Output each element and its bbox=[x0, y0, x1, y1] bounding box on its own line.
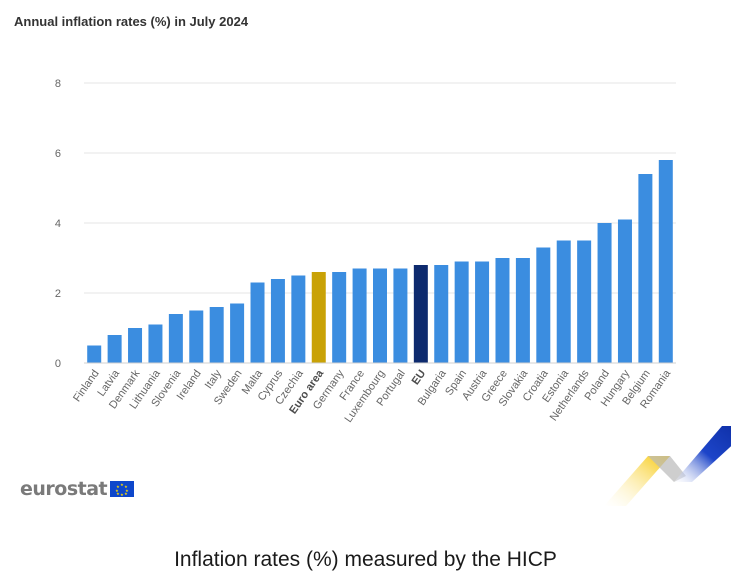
bar-malta[interactable] bbox=[250, 282, 265, 364]
chart-title: Annual inflation rates (%) in July 2024 bbox=[14, 14, 249, 29]
decorative-ribbon-icon bbox=[604, 426, 731, 506]
bar-denmark[interactable] bbox=[128, 328, 143, 363]
y-axis-ticks: 0 2 4 6 8 bbox=[55, 78, 61, 370]
bar-greece[interactable] bbox=[495, 258, 510, 363]
bar-portugal[interactable] bbox=[393, 268, 408, 364]
y-tick-label: 2 bbox=[55, 288, 61, 300]
bar-romania[interactable] bbox=[658, 160, 673, 363]
bar-germany[interactable] bbox=[332, 272, 347, 363]
bar-latvia[interactable] bbox=[107, 335, 122, 363]
bar-cyprus[interactable] bbox=[270, 279, 285, 363]
bar-sweden[interactable] bbox=[230, 303, 245, 364]
x-axis-labels: FinlandLatviaDenmarkLithuaniaSloveniaIre… bbox=[71, 367, 674, 425]
logo-text: eurostat bbox=[20, 478, 108, 500]
bar-lithuania[interactable] bbox=[148, 324, 163, 364]
eurostat-logo: eurostat ★ ★ ★ ★ ★ ★ ★ ★ bbox=[20, 478, 135, 500]
bar-france[interactable] bbox=[352, 268, 367, 364]
bar-finland[interactable] bbox=[87, 345, 102, 364]
eu-flag-icon: ★ ★ ★ ★ ★ ★ ★ ★ bbox=[110, 481, 135, 497]
bar-austria[interactable] bbox=[475, 261, 490, 364]
y-tick-label: 0 bbox=[55, 358, 61, 370]
bar-czechia[interactable] bbox=[291, 275, 306, 364]
bar-belgium[interactable] bbox=[638, 174, 653, 363]
bars bbox=[87, 160, 673, 363]
bar-poland[interactable] bbox=[597, 223, 612, 363]
y-tick-label: 8 bbox=[55, 78, 61, 90]
bar-slovenia[interactable] bbox=[168, 314, 183, 363]
bar-bulgaria[interactable] bbox=[434, 265, 449, 363]
bar-estonia[interactable] bbox=[556, 240, 571, 364]
figure-caption: Inflation rates (%) measured by the HICP bbox=[174, 548, 557, 571]
bar-chart: 0 2 4 6 8 FinlandLatviaDenmarkLithuaniaSlove… bbox=[55, 78, 676, 425]
y-tick-label: 4 bbox=[55, 218, 61, 230]
bar-croatia[interactable] bbox=[536, 247, 551, 364]
bar-hungary[interactable] bbox=[617, 219, 632, 364]
bar-netherlands[interactable] bbox=[577, 240, 592, 364]
bar-ireland[interactable] bbox=[189, 310, 204, 364]
x-tick-label: Finland bbox=[71, 368, 102, 404]
x-tick-label: EU bbox=[410, 368, 429, 387]
bar-luxembourg[interactable] bbox=[373, 268, 387, 364]
bar-spain[interactable] bbox=[454, 261, 469, 364]
bar-euro-area[interactable] bbox=[311, 272, 326, 363]
bar-eu[interactable] bbox=[413, 265, 428, 363]
bar-slovakia[interactable] bbox=[515, 258, 530, 363]
y-tick-label: 6 bbox=[55, 148, 61, 160]
bar-italy[interactable] bbox=[209, 307, 224, 363]
